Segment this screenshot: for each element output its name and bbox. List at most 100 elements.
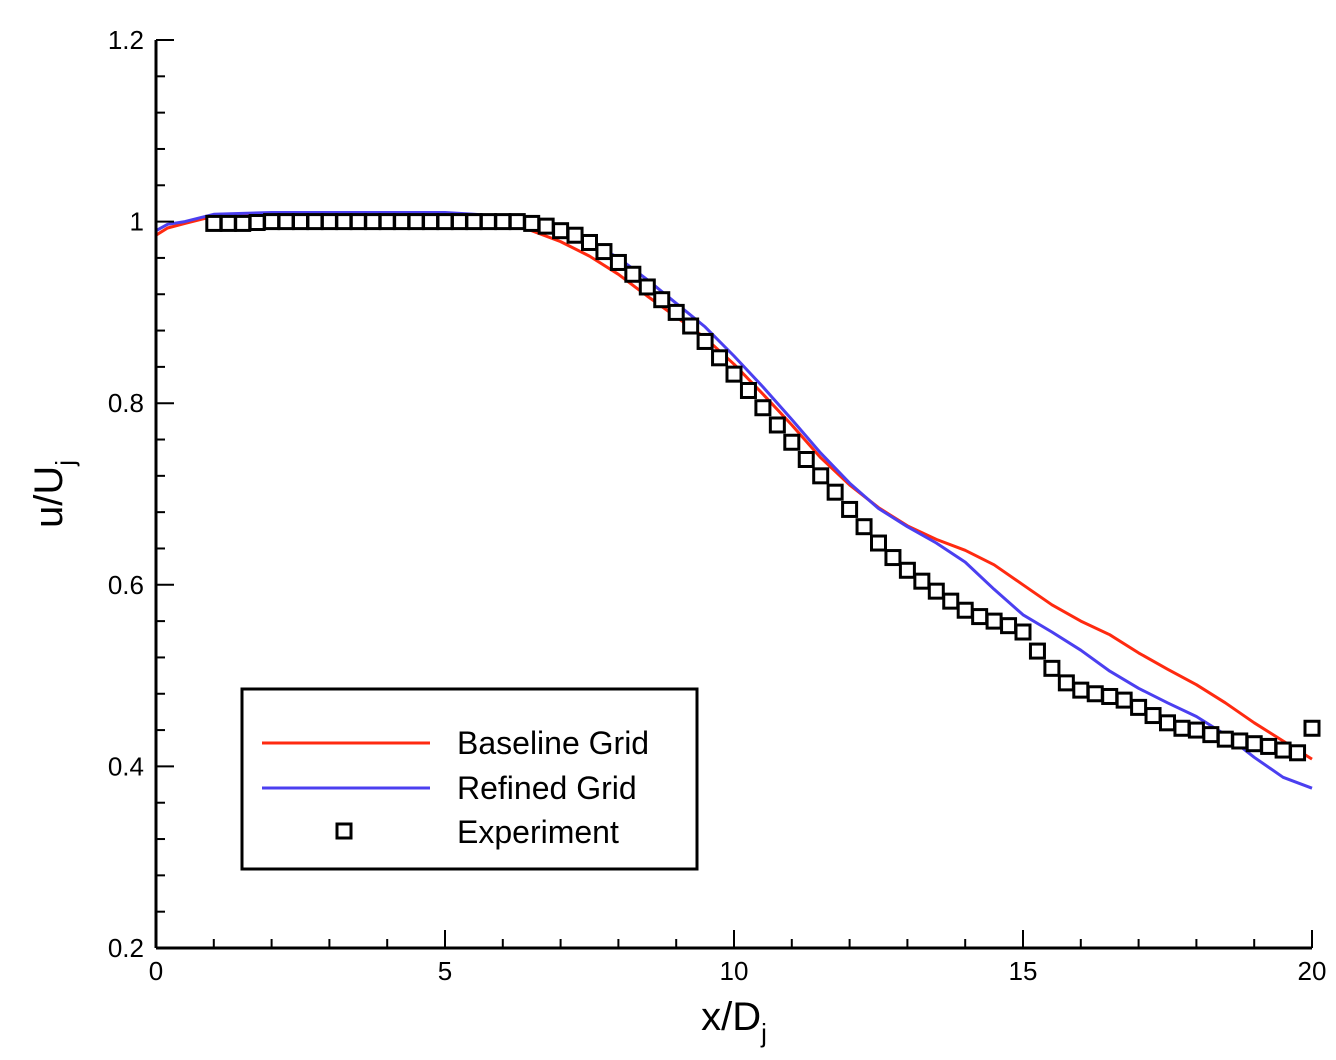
experiment-point [537, 217, 555, 235]
experiment-point [725, 365, 743, 383]
experiment-point [739, 381, 757, 399]
experiment-point [292, 213, 309, 231]
experiment-point [277, 213, 295, 231]
experiment-point [956, 601, 974, 619]
experiment-point [797, 450, 815, 468]
experiment-markers [205, 213, 1321, 762]
experiment-point [913, 572, 931, 590]
x-axis-label: x/Dj [701, 995, 767, 1048]
x-tick-label: 20 [1298, 956, 1327, 986]
experiment-point [494, 213, 512, 231]
x-axis-label-main: x/D [701, 995, 761, 1039]
experiment-point [1086, 685, 1104, 703]
y-tick-label: 0.8 [108, 388, 144, 418]
experiment-point [696, 332, 714, 350]
experiment-point [609, 253, 627, 271]
experiment-point [653, 291, 671, 309]
experiment-point [1159, 714, 1176, 732]
experiment-point [1303, 719, 1321, 737]
experiment-point [768, 416, 786, 434]
experiment-point [407, 213, 425, 231]
experiment-point [436, 213, 454, 231]
experiment-point [378, 213, 396, 231]
experiment-point [985, 612, 1003, 630]
experiment-point [682, 317, 700, 335]
y-tick-label: 0.4 [108, 751, 144, 781]
x-tick-label: 15 [1009, 956, 1038, 986]
legend: Baseline Grid Refined Grid Experiment [240, 687, 699, 871]
experiment-point [942, 592, 960, 610]
x-tick-label: 5 [438, 956, 452, 986]
experiment-point [523, 214, 541, 232]
experiment-point [1028, 642, 1046, 660]
x-tick-label: 10 [720, 956, 749, 986]
experiment-point [927, 582, 945, 600]
experiment-point [1245, 735, 1263, 753]
experiment-point [1057, 674, 1075, 692]
experiment-point [595, 243, 613, 261]
experiment-point [306, 213, 324, 231]
experiment-point [248, 214, 266, 232]
experiment-point [624, 265, 642, 283]
legend-label-experiment: Experiment [457, 814, 619, 850]
y-tick-label: 1 [130, 207, 144, 237]
y-axis-label-subscript: j [50, 460, 80, 467]
experiment-point [219, 214, 237, 232]
experiment-point [1289, 744, 1307, 762]
experiment-point [450, 213, 468, 231]
legend-box [240, 687, 699, 871]
y-tick-label: 1.2 [108, 25, 144, 55]
experiment-point [566, 226, 584, 244]
experiment-point [870, 534, 887, 552]
experiment-point [855, 518, 873, 536]
experiment-point [263, 213, 281, 231]
experiment-point [1014, 623, 1032, 641]
experiment-point [754, 399, 772, 417]
legend-swatch-experiment [335, 822, 353, 840]
experiment-point [364, 213, 382, 231]
experiment-point [320, 213, 338, 231]
experiment-point [1144, 707, 1162, 725]
experiment-point [812, 467, 830, 485]
experiment-point [1115, 691, 1133, 709]
experiment-point [1173, 719, 1191, 737]
x-tick-label: 0 [149, 956, 163, 986]
experiment-point [1202, 726, 1220, 744]
experiment-point [349, 213, 367, 231]
x-axis-label-subscript: j [760, 1018, 767, 1048]
experiment-point [552, 222, 570, 240]
experiment-point [581, 233, 598, 251]
experiment-point [234, 214, 252, 232]
experiment-point [1130, 698, 1148, 716]
experiment-point [884, 549, 902, 567]
experiment-point [826, 483, 844, 501]
experiment-point [1260, 737, 1278, 755]
y-axis-label: u/Uj [27, 460, 80, 528]
experiment-point [1043, 659, 1061, 677]
experiment-point [638, 278, 656, 296]
experiment-point [508, 213, 526, 231]
experiment-point [1187, 721, 1205, 739]
experiment-point [1000, 617, 1018, 635]
experiment-point [205, 214, 223, 232]
y-axis-label-main: u/U [27, 466, 71, 528]
experiment-point [711, 349, 729, 367]
series-line-refined-grid [155, 211, 1313, 790]
experiment-point [783, 433, 801, 451]
experiment-point [1072, 681, 1090, 699]
axis-labels: x/Dj u/Uj [27, 460, 767, 1048]
experiment-point [971, 608, 989, 626]
experiment-point [479, 213, 497, 231]
experiment-point [841, 500, 859, 518]
experiment-point [1216, 730, 1234, 748]
experiment-point [465, 213, 483, 231]
experiment-point [335, 213, 353, 231]
y-tick-label: 0.6 [108, 570, 144, 600]
experiment-point [1231, 732, 1249, 750]
experiment-point [422, 213, 440, 231]
experiment-point [1101, 687, 1119, 705]
experiment-point [898, 561, 916, 579]
